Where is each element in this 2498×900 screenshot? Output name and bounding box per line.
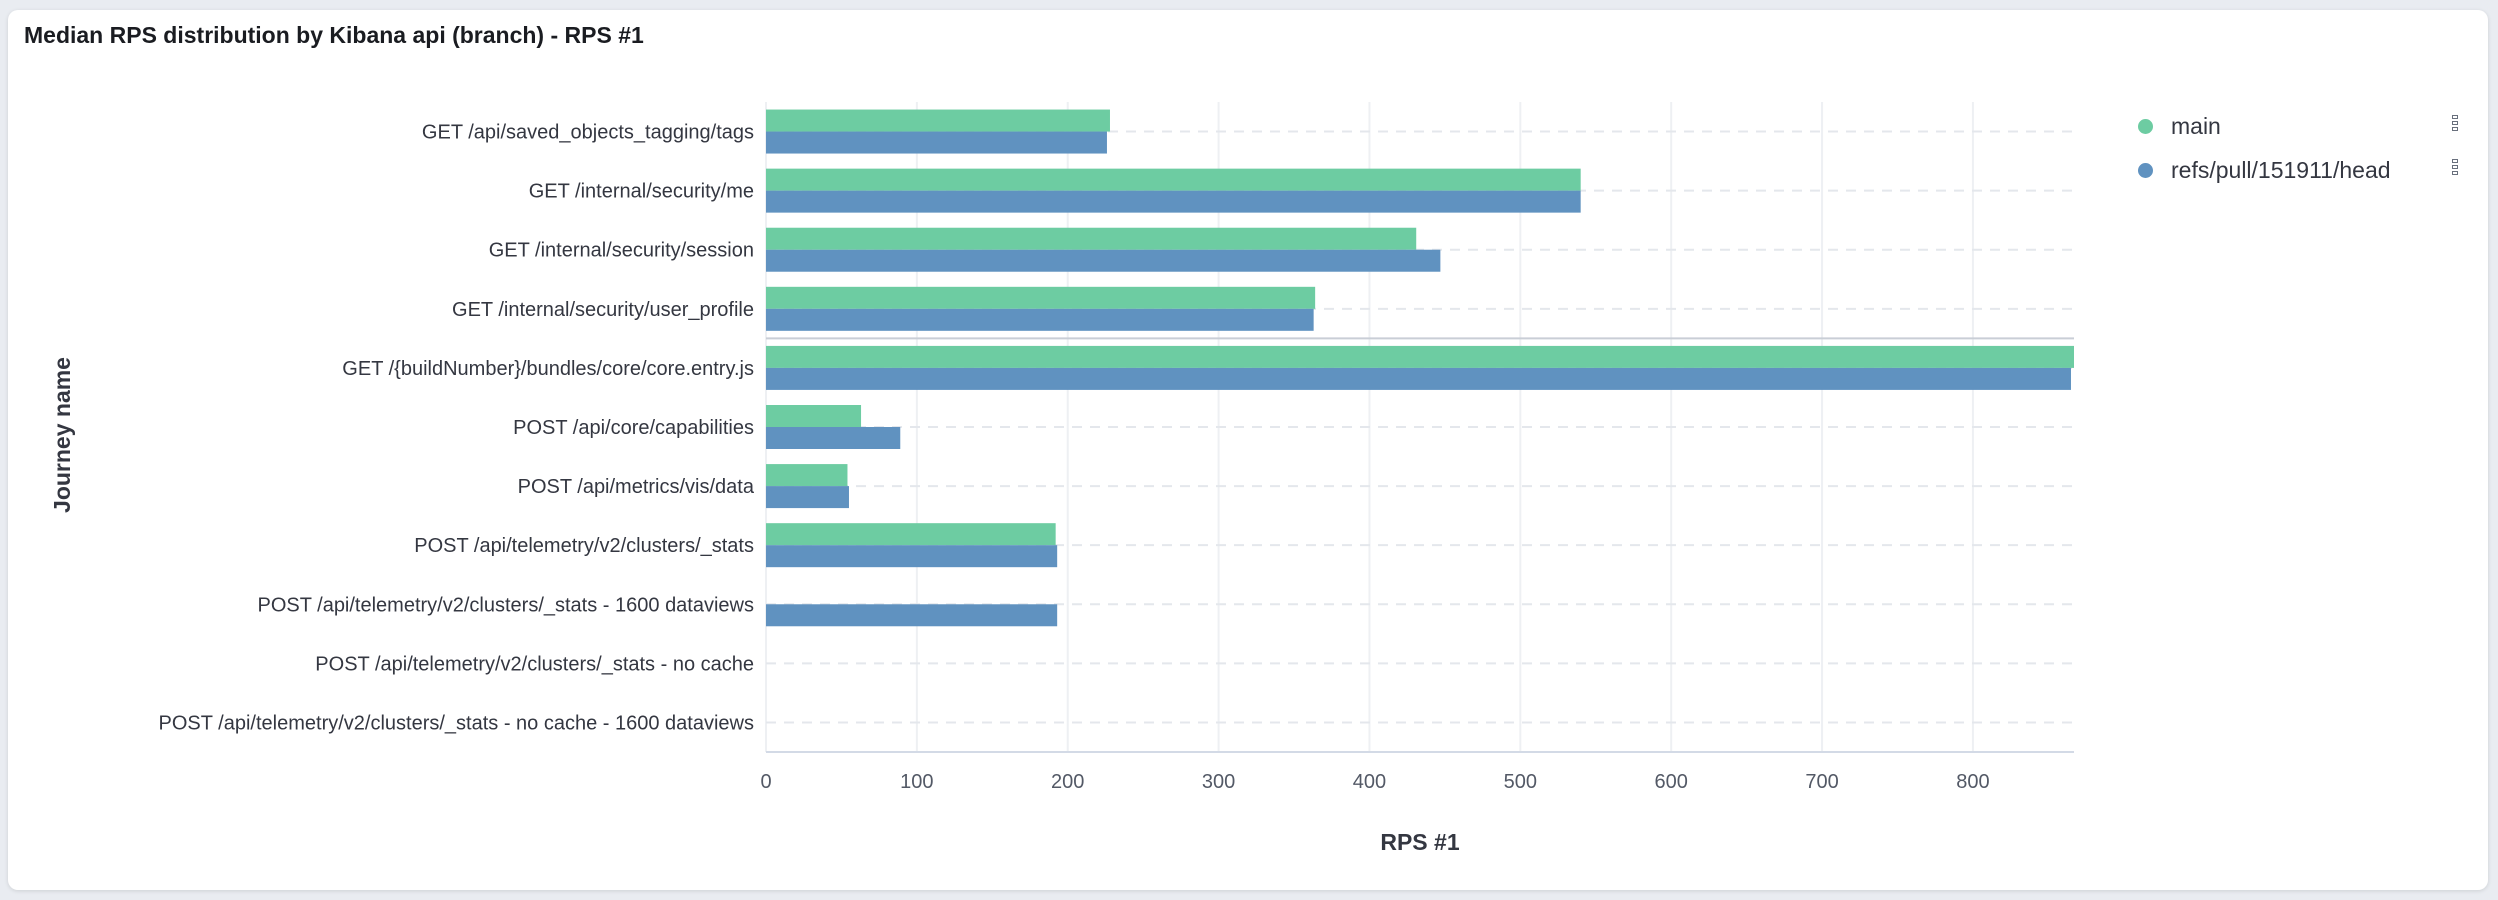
category-label: GET /internal/security/me [529,181,754,203]
bars [766,109,2074,627]
category-label: GET /internal/security/user_profile [452,299,754,321]
bar-branch [766,308,1314,331]
category-label: GET /{buildNumber}/bundles/core/core.ent… [342,358,754,380]
x-tick-label: 700 [1805,771,1838,793]
bar-main [766,227,1417,250]
bar-branch [766,249,1441,272]
x-tick-label: 500 [1504,771,1537,793]
x-tick-labels: 0 100 200 300 400 500 600 700 800 [760,771,1989,793]
legend-swatch-branch [2138,162,2153,178]
bar-main [766,523,1056,546]
bar-branch [766,427,901,449]
legend-item-branch[interactable]: refs/pull/151911/head [2128,148,2468,192]
legend-swatch-main [2138,118,2153,134]
vertical-dots-icon[interactable] [2452,115,2460,137]
x-tick-label: 800 [1956,771,1989,793]
bar-main [766,345,2074,368]
bar-main [766,464,848,487]
category-label: GET /internal/security/session [489,240,754,262]
x-tick-label: 100 [900,771,933,793]
legend-label: main [2171,112,2221,139]
category-labels: GET /api/saved_objects_tagging/tags GET /… [159,122,755,735]
legend-item-main[interactable]: main [2128,104,2468,148]
x-tick-label: 200 [1051,771,1084,793]
x-tick-label: 400 [1353,771,1386,793]
bar-main [766,109,1110,132]
bar-branch [766,367,2071,390]
bar-branch [766,486,849,509]
category-label: POST /api/telemetry/v2/clusters/_stats -… [159,712,754,734]
category-label: POST /api/telemetry/v2/clusters/_stats -… [315,653,754,675]
x-tick-label: 0 [760,771,771,793]
bar-main [766,286,1316,309]
legend: main refs/pull/151911/head [2128,104,2468,192]
category-label: POST /api/core/capabilities [513,417,754,439]
category-label: POST /api/telemetry/v2/clusters/_stats [414,535,754,557]
legend-label: refs/pull/151911/head [2171,156,2391,183]
bar-branch [766,545,1058,568]
bar-chart: GET /api/saved_objects_tagging/tags GET /… [49,102,2074,855]
x-tick-label: 300 [1202,771,1235,793]
y-axis-title: Journey name [49,357,75,513]
bar-branch [766,604,1058,627]
category-label: GET /api/saved_objects_tagging/tags [422,122,754,144]
bar-main [766,168,1581,191]
category-label: POST /api/telemetry/v2/clusters/_stats -… [257,594,754,616]
x-axis-title: RPS #1 [1380,829,1459,855]
bar-branch [766,190,1581,213]
x-tick-label: 600 [1655,771,1688,793]
category-label: POST /api/metrics/vis/data [518,476,755,498]
vertical-dots-icon[interactable] [2452,159,2460,181]
bar-branch [766,131,1107,154]
panel-title: Median RPS distribution by Kibana api (b… [24,22,644,48]
chart-panel: Median RPS distribution by Kibana api (b… [8,10,2488,890]
bar-main [766,405,862,427]
